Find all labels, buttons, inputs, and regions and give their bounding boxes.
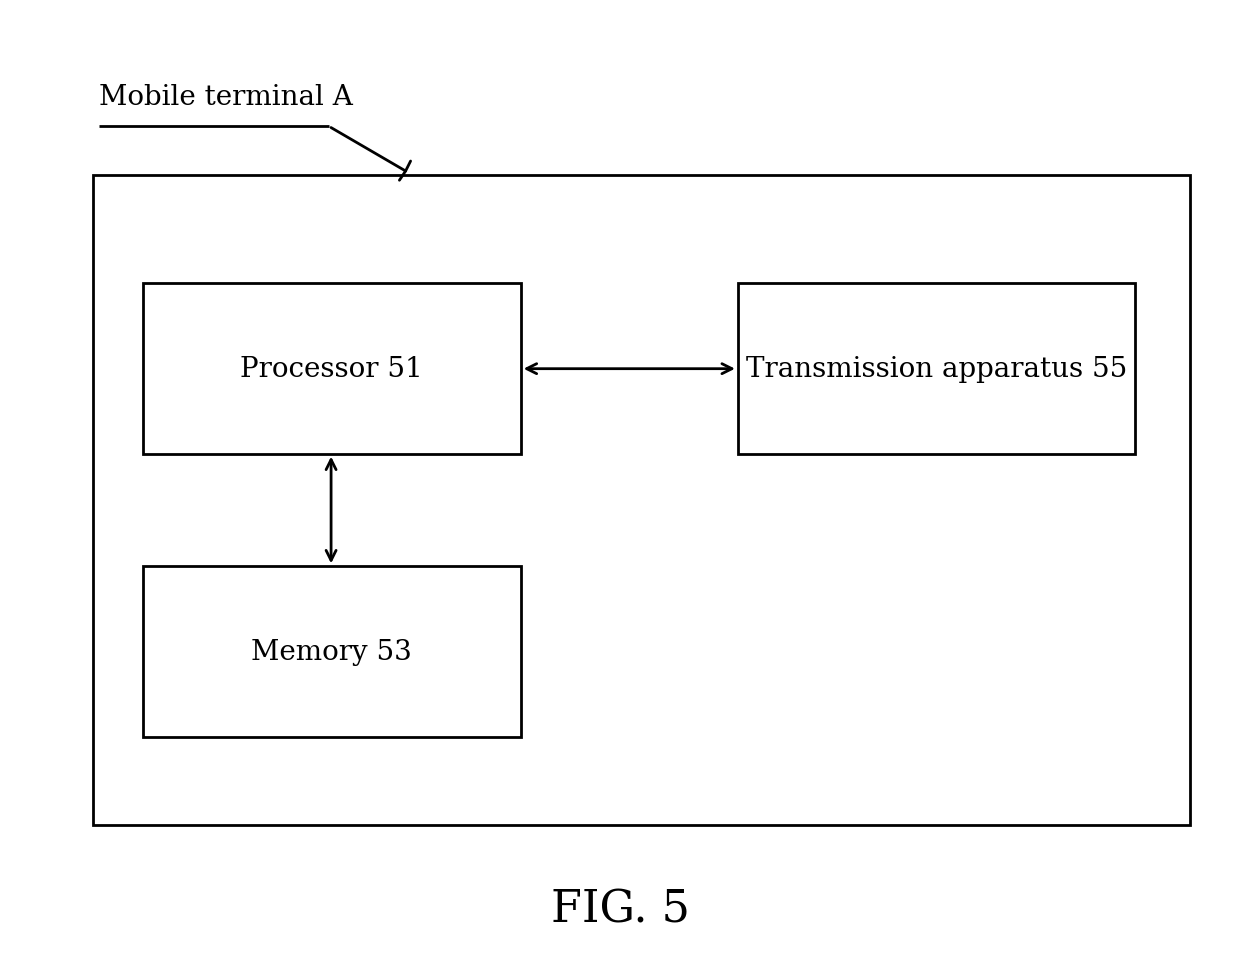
Text: FIG. 5: FIG. 5	[551, 887, 689, 930]
Bar	[143, 567, 521, 738]
Bar	[93, 176, 1190, 826]
Bar	[738, 283, 1135, 454]
Text: Memory 53: Memory 53	[252, 639, 412, 665]
Bar	[143, 283, 521, 454]
Text: Mobile terminal A: Mobile terminal A	[99, 84, 353, 111]
Text: Transmission apparatus 55: Transmission apparatus 55	[745, 356, 1127, 382]
Text: Processor 51: Processor 51	[241, 356, 423, 382]
